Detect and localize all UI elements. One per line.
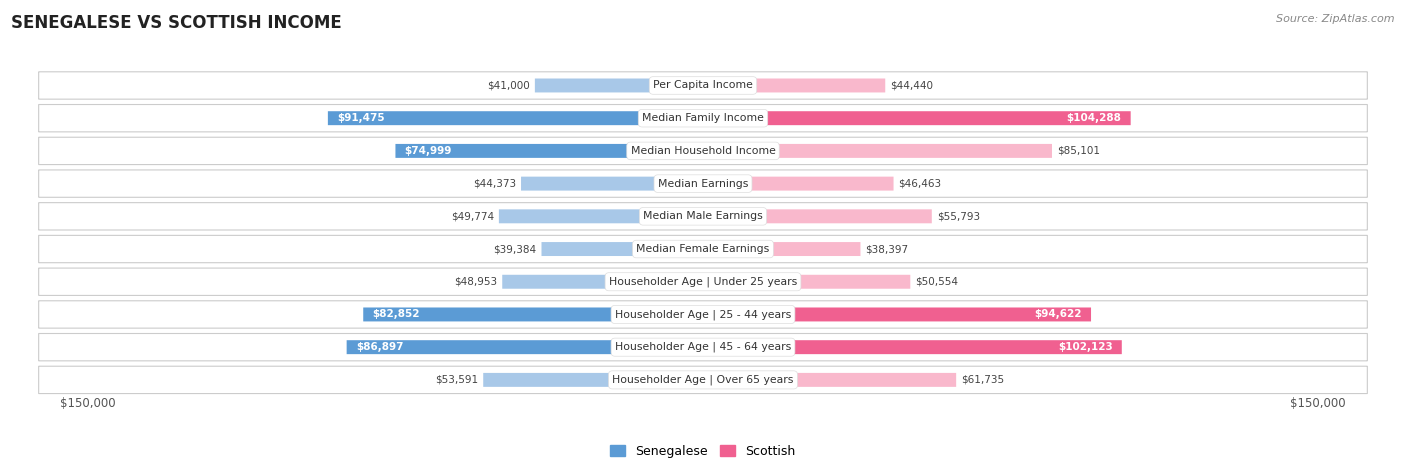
- Text: $38,397: $38,397: [865, 244, 908, 254]
- FancyBboxPatch shape: [38, 203, 1368, 230]
- Text: $74,999: $74,999: [405, 146, 453, 156]
- FancyBboxPatch shape: [38, 333, 1368, 361]
- Text: Source: ZipAtlas.com: Source: ZipAtlas.com: [1277, 14, 1395, 24]
- Text: Householder Age | 25 - 44 years: Householder Age | 25 - 44 years: [614, 309, 792, 320]
- Text: $86,897: $86,897: [356, 342, 404, 352]
- FancyBboxPatch shape: [703, 111, 1130, 125]
- FancyBboxPatch shape: [484, 373, 703, 387]
- Text: $39,384: $39,384: [494, 244, 537, 254]
- FancyBboxPatch shape: [38, 72, 1368, 99]
- Text: $50,554: $50,554: [915, 277, 959, 287]
- FancyBboxPatch shape: [347, 340, 703, 354]
- FancyBboxPatch shape: [38, 366, 1368, 394]
- FancyBboxPatch shape: [703, 209, 932, 223]
- Text: $85,101: $85,101: [1057, 146, 1099, 156]
- FancyBboxPatch shape: [395, 144, 703, 158]
- Text: Householder Age | 45 - 64 years: Householder Age | 45 - 64 years: [614, 342, 792, 353]
- Text: $150,000: $150,000: [1291, 397, 1346, 410]
- FancyBboxPatch shape: [703, 242, 860, 256]
- Text: $44,373: $44,373: [472, 178, 516, 189]
- Text: $104,288: $104,288: [1067, 113, 1122, 123]
- FancyBboxPatch shape: [703, 275, 910, 289]
- FancyBboxPatch shape: [38, 235, 1368, 263]
- FancyBboxPatch shape: [363, 307, 703, 321]
- Text: Householder Age | Under 25 years: Householder Age | Under 25 years: [609, 276, 797, 287]
- Text: Median Female Earnings: Median Female Earnings: [637, 244, 769, 254]
- Text: Median Earnings: Median Earnings: [658, 178, 748, 189]
- Text: Median Household Income: Median Household Income: [630, 146, 776, 156]
- FancyBboxPatch shape: [534, 78, 703, 92]
- FancyBboxPatch shape: [703, 177, 894, 191]
- FancyBboxPatch shape: [38, 301, 1368, 328]
- Text: $102,123: $102,123: [1057, 342, 1112, 352]
- Text: Householder Age | Over 65 years: Householder Age | Over 65 years: [612, 375, 794, 385]
- FancyBboxPatch shape: [38, 137, 1368, 164]
- Text: SENEGALESE VS SCOTTISH INCOME: SENEGALESE VS SCOTTISH INCOME: [11, 14, 342, 32]
- FancyBboxPatch shape: [541, 242, 703, 256]
- FancyBboxPatch shape: [328, 111, 703, 125]
- FancyBboxPatch shape: [703, 340, 1122, 354]
- FancyBboxPatch shape: [522, 177, 703, 191]
- FancyBboxPatch shape: [38, 170, 1368, 197]
- FancyBboxPatch shape: [38, 268, 1368, 296]
- Text: $61,735: $61,735: [962, 375, 1004, 385]
- Text: $150,000: $150,000: [60, 397, 115, 410]
- Text: $82,852: $82,852: [373, 310, 420, 319]
- Text: $49,774: $49,774: [451, 212, 494, 221]
- Text: $41,000: $41,000: [488, 80, 530, 91]
- Text: $46,463: $46,463: [898, 178, 942, 189]
- FancyBboxPatch shape: [499, 209, 703, 223]
- FancyBboxPatch shape: [703, 307, 1091, 321]
- Text: $94,622: $94,622: [1035, 310, 1081, 319]
- Legend: Senegalese, Scottish: Senegalese, Scottish: [606, 441, 800, 461]
- FancyBboxPatch shape: [38, 105, 1368, 132]
- Text: $44,440: $44,440: [890, 80, 934, 91]
- Text: $91,475: $91,475: [337, 113, 385, 123]
- FancyBboxPatch shape: [703, 78, 886, 92]
- FancyBboxPatch shape: [502, 275, 703, 289]
- Text: Per Capita Income: Per Capita Income: [652, 80, 754, 91]
- Text: $53,591: $53,591: [436, 375, 478, 385]
- FancyBboxPatch shape: [703, 373, 956, 387]
- FancyBboxPatch shape: [703, 144, 1052, 158]
- Text: Median Male Earnings: Median Male Earnings: [643, 212, 763, 221]
- Text: $48,953: $48,953: [454, 277, 498, 287]
- Text: $55,793: $55,793: [936, 212, 980, 221]
- Text: Median Family Income: Median Family Income: [643, 113, 763, 123]
